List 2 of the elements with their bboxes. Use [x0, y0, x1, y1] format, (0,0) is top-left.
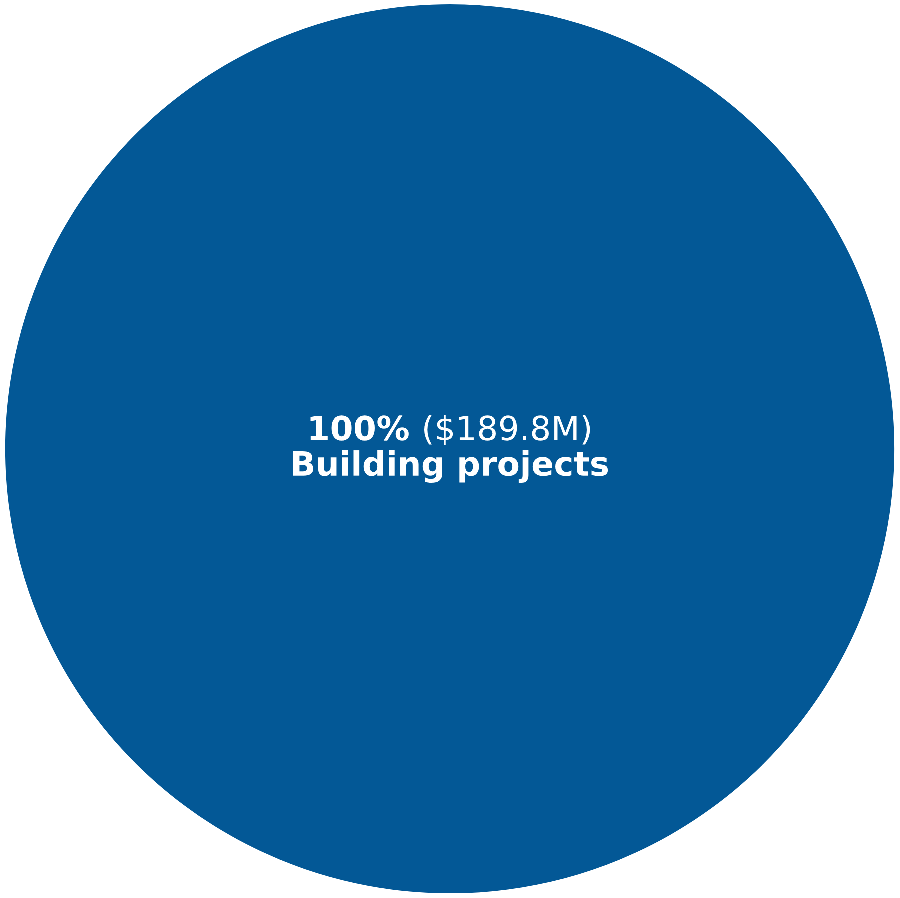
slice-label: Building projects: [293, 450, 608, 484]
data-label: 100% ($189.8M): [310, 415, 590, 446]
